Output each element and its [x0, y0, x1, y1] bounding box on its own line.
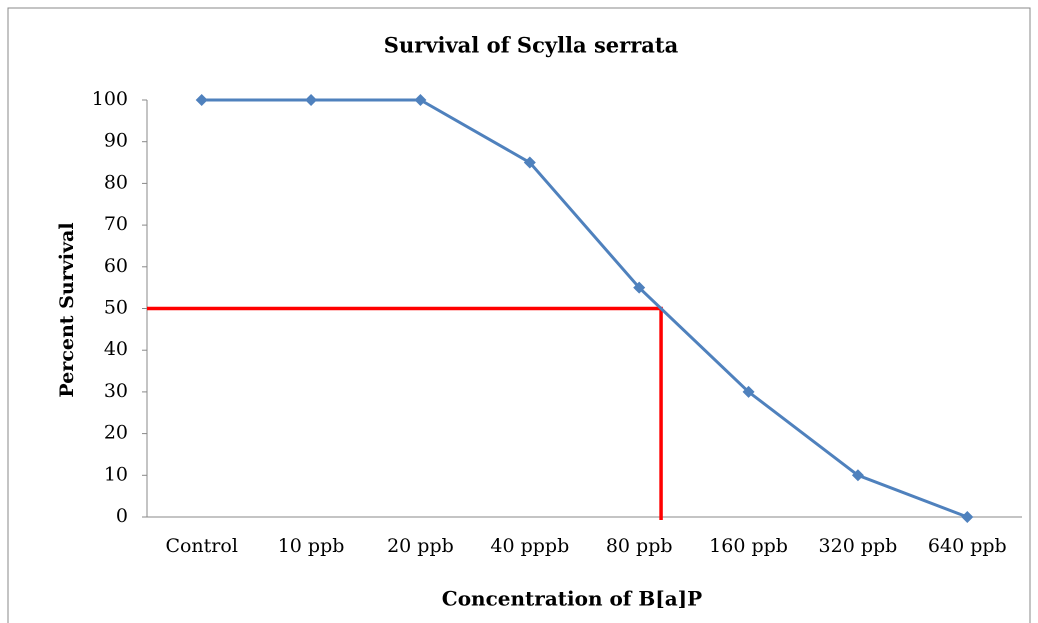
x-tick-label: 20 ppb: [387, 535, 454, 557]
y-tick-label: 70: [104, 213, 128, 235]
y-tick-label: 0: [116, 505, 128, 527]
x-axis-title: Concentration of B[a]P: [442, 587, 702, 611]
series-line: [201, 98, 968, 519]
y-tick-label: 30: [104, 380, 128, 402]
y-tick-label: 20: [104, 422, 128, 444]
data-point: [633, 281, 646, 294]
reference-line: [147, 306, 663, 520]
x-tick-label: 10 ppb: [278, 535, 345, 557]
x-tick-label: 640 ppb: [928, 535, 1007, 557]
y-tick-label: 80: [104, 171, 128, 193]
data-point: [195, 94, 208, 106]
x-tick-label: 80 ppb: [606, 535, 673, 557]
y-tick-label: 60: [104, 255, 128, 277]
data-point: [851, 469, 864, 482]
y-tick-label: 10: [104, 463, 128, 485]
data-point: [961, 511, 974, 523]
y-tick-label: 40: [104, 338, 128, 360]
y-axis-title: Percent Survival: [56, 222, 78, 397]
data-point: [305, 94, 318, 106]
data-point: [742, 385, 755, 398]
y-tick-label: 50: [104, 297, 128, 319]
chart-frame: [7, 7, 1031, 623]
x-tick-label: 40 pppb: [490, 535, 569, 557]
x-tick-label: 160 ppb: [709, 535, 788, 557]
data-point: [523, 156, 536, 169]
data-point: [414, 94, 427, 106]
chart-title: Survival of Scylla serrata: [384, 33, 679, 58]
y-tick-label: 90: [104, 130, 128, 152]
x-tick-label: 320 ppb: [819, 535, 898, 557]
y-tick-label: 100: [92, 88, 128, 110]
x-tick-label: Control: [165, 535, 237, 557]
